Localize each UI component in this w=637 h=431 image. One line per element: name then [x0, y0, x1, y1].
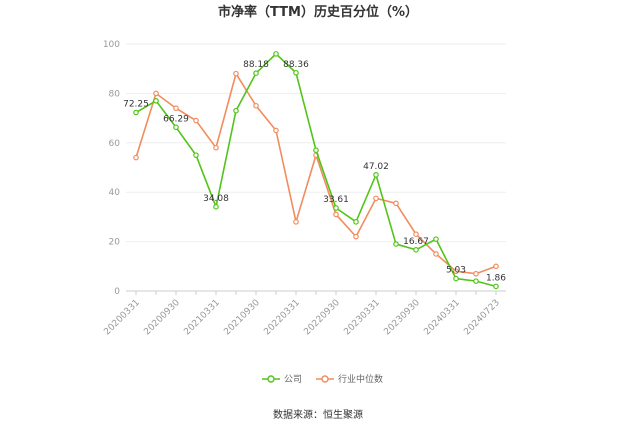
series-layer: 72.25 66.29 34.08 88.18 88.36 33.61 47.02 16.67… [123, 51, 506, 290]
data-point [273, 51, 279, 57]
data-point [453, 275, 459, 282]
data-point [413, 247, 419, 253]
data-point [393, 241, 399, 247]
data-point [433, 236, 439, 242]
data-label: 66.29 [163, 114, 189, 124]
data-point [473, 270, 479, 277]
data-label: 47.02 [363, 162, 389, 172]
x-tick-label: 20230930 [382, 298, 422, 338]
data-point [413, 231, 419, 237]
data-point [393, 200, 399, 207]
grid [126, 43, 506, 292]
data-point [253, 102, 259, 109]
data-source: 数据来源：恒生聚源 [273, 408, 363, 421]
legend-label: 行业中位数 [338, 373, 383, 385]
legend-label: 公司 [284, 374, 302, 385]
x-tick-label: 20220331 [262, 298, 301, 337]
data-point [233, 70, 239, 77]
y-tick-label: 40 [109, 188, 121, 198]
legend-item[interactable]: 公司 [262, 374, 302, 385]
data-point [373, 172, 379, 178]
data-point [193, 117, 199, 124]
legend-item[interactable]: 行业中位数 [316, 373, 383, 385]
legend-marker [321, 375, 329, 383]
x-tick-label: 20220930 [302, 298, 342, 338]
data-point [173, 105, 179, 112]
data-label: 34.08 [203, 194, 229, 204]
data-point [153, 98, 159, 104]
data-point [233, 107, 239, 114]
data-point [473, 278, 479, 284]
data-point [273, 127, 279, 134]
data-point [253, 70, 259, 76]
legend[interactable]: 公司 行业中位数 [262, 373, 383, 385]
data-point [133, 154, 139, 161]
y-tick-label: 20 [109, 238, 121, 248]
x-axis: 20200331 20200930 20210331 20210930 20220331… [102, 291, 502, 338]
data-point [173, 124, 179, 131]
y-tick-label: 60 [109, 139, 121, 149]
data-point [213, 144, 219, 151]
data-label: 33.61 [323, 195, 349, 205]
data-point [353, 233, 359, 240]
data-point [373, 195, 379, 202]
data-label: 88.36 [283, 60, 309, 70]
y-tick-label: 80 [109, 89, 121, 99]
data-point [213, 204, 219, 210]
x-tick-label: 20240331 [422, 298, 461, 337]
chart-title: 市净率（TTM）历史百分位（%） [218, 4, 418, 20]
data-point [433, 251, 439, 257]
series-line [135, 71, 497, 275]
data-point [353, 219, 359, 225]
data-label: 16.67 [403, 237, 429, 247]
data-point [493, 283, 499, 290]
data-point [313, 147, 319, 154]
data-point [293, 219, 299, 225]
data-point [493, 263, 499, 270]
y-axis: 0 20 40 60 80 100 [103, 40, 120, 297]
data-point [333, 211, 339, 218]
x-tick-label: 20240723 [462, 298, 501, 337]
x-tick-label: 20210930 [222, 298, 262, 338]
data-point [333, 205, 339, 211]
legend-marker [267, 375, 275, 383]
x-tick-label: 20210331 [182, 298, 221, 337]
data-point [133, 109, 139, 116]
x-tick-label: 20200930 [142, 298, 182, 338]
x-tick-label: 20230331 [342, 298, 381, 337]
y-tick-label: 100 [103, 40, 120, 50]
y-tick-label: 0 [114, 287, 120, 297]
data-point [453, 268, 459, 275]
data-label: 1.86 [486, 273, 506, 283]
series-line [135, 52, 497, 288]
data-point [293, 69, 299, 76]
data-point [153, 90, 159, 97]
data-point [193, 152, 199, 158]
data-label: 88.18 [243, 60, 269, 70]
data-label: 72.25 [123, 100, 149, 110]
x-tick-label: 20200331 [102, 298, 141, 337]
data-label: 5.03 [446, 266, 466, 276]
